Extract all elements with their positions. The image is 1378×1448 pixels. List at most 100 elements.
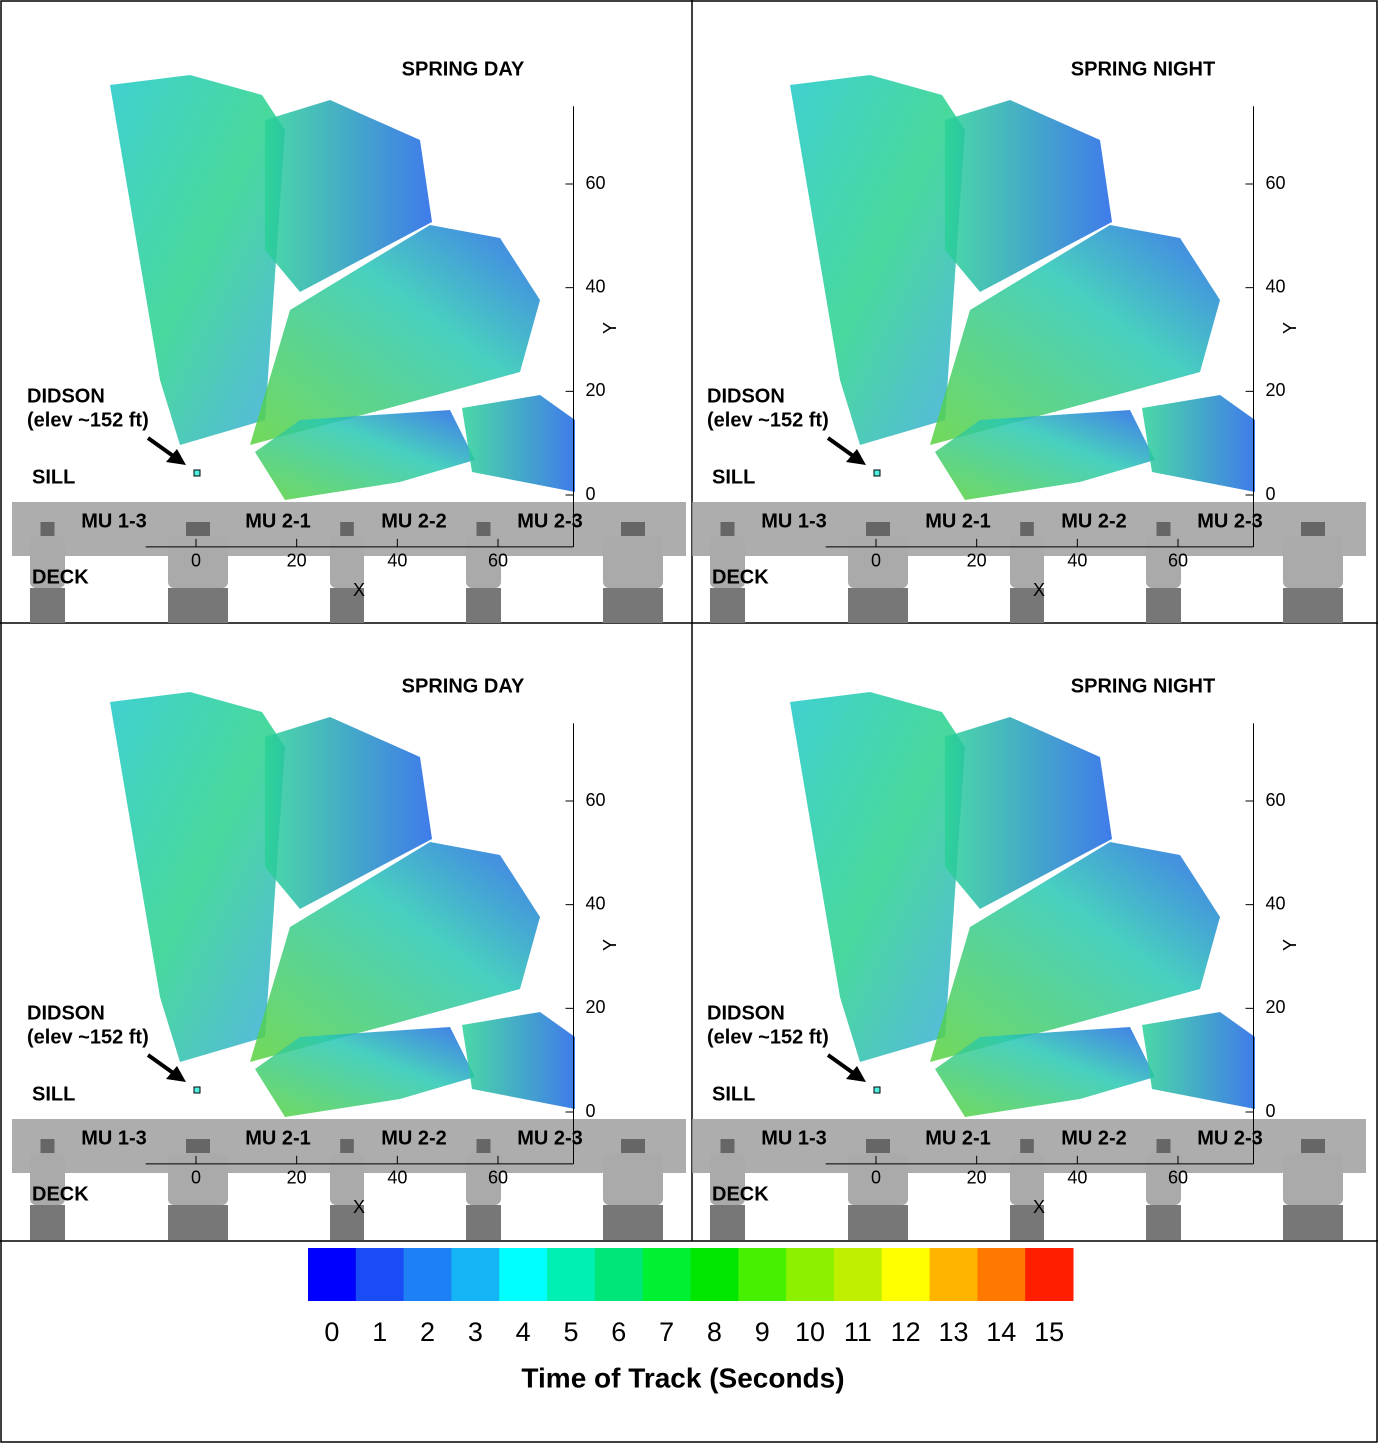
arrow — [826, 436, 858, 460]
color-swatch — [1025, 1248, 1074, 1301]
y-axis-label: Y — [1280, 939, 1300, 951]
pier-cap — [340, 522, 354, 536]
y-tick-label: 0 — [1266, 484, 1276, 504]
track-region — [935, 410, 1155, 500]
y-tick-label: 40 — [586, 893, 606, 913]
color-swatch — [499, 1248, 548, 1301]
colorbar-tick-label: 11 — [844, 1317, 872, 1347]
y-tick-label: 40 — [1266, 893, 1286, 913]
pier — [1010, 536, 1044, 588]
pier — [168, 536, 228, 588]
unit-label: MU 1-3 — [81, 1127, 147, 1149]
y-axis-label: Y — [1280, 322, 1300, 334]
pier-base — [1146, 1205, 1181, 1240]
color-swatch — [929, 1248, 978, 1301]
pier-base — [466, 1205, 501, 1240]
panel: 0 20 40 60 0 20 40 60 Y X SPRING NIGHT DIDSON(elev … — [692, 58, 1366, 623]
x-tick-label: 40 — [387, 551, 407, 571]
colorbar-tick-label: 7 — [659, 1317, 674, 1347]
unit-label: MU 2-1 — [245, 510, 311, 532]
pier-cap — [621, 522, 645, 536]
color-swatch — [977, 1248, 1026, 1301]
pier-base — [603, 1205, 663, 1240]
unit-label: MU 2-2 — [1061, 510, 1127, 532]
track-region — [462, 1012, 575, 1109]
color-swatch — [355, 1248, 405, 1301]
pier-cap — [720, 1139, 735, 1153]
x-tick-label: 20 — [287, 551, 307, 571]
sensor-label: DIDSON — [707, 385, 785, 407]
sill-label: SILL — [32, 466, 75, 488]
pier-cap — [1156, 1139, 1171, 1153]
deck-label: DECK — [32, 1183, 89, 1205]
pier-cap — [1301, 522, 1325, 536]
y-tick-label: 60 — [586, 173, 606, 193]
pier-base — [848, 588, 908, 623]
track-region — [255, 1027, 475, 1117]
pier-cap — [720, 522, 735, 536]
colorbar-title: Time of Track (Seconds) — [521, 1362, 844, 1393]
track-region — [1142, 1012, 1255, 1109]
color-swatch — [642, 1248, 691, 1301]
x-tick-label: 60 — [1168, 551, 1188, 571]
track-region — [265, 100, 432, 292]
y-tick-label: 40 — [586, 276, 606, 296]
pier-base — [168, 588, 228, 623]
pier-base — [710, 1205, 745, 1240]
track-region — [250, 225, 540, 445]
pier — [710, 536, 745, 588]
unit-label: MU 2-3 — [517, 1127, 583, 1149]
pier-cap — [40, 522, 55, 536]
y-tick-label: 20 — [1266, 997, 1286, 1017]
pier — [848, 536, 908, 588]
color-swatch — [547, 1248, 596, 1301]
x-axis-label: X — [353, 580, 365, 600]
pier — [603, 1153, 663, 1205]
unit-label: MU 1-3 — [81, 510, 147, 532]
colorbar-tick-label: 9 — [755, 1317, 770, 1347]
track-region — [790, 75, 965, 445]
pier-cap — [40, 1139, 55, 1153]
y-tick-label: 60 — [1266, 790, 1286, 810]
colorbar-tick-label: 4 — [516, 1317, 531, 1347]
y-axis-label: Y — [600, 939, 620, 951]
pier-cap — [621, 1139, 645, 1153]
pier-cap — [1020, 1139, 1034, 1153]
colorbar-tick-label: 8 — [707, 1317, 722, 1347]
x-tick-label: 40 — [1067, 551, 1087, 571]
y-tick-label: 20 — [1266, 380, 1286, 400]
panel-title: SPRING NIGHT — [1071, 675, 1215, 697]
pier-cap — [340, 1139, 354, 1153]
colorbar-tick-label: 14 — [986, 1317, 1016, 1347]
panel: 0 20 40 60 0 20 40 60 Y X SPRING DAY DIDSON(elev ~1… — [12, 58, 686, 623]
unit-label: MU 2-2 — [381, 1127, 447, 1149]
x-tick-label: 0 — [871, 1168, 881, 1188]
deck-label: DECK — [712, 1183, 769, 1205]
track-region — [935, 1027, 1155, 1117]
elevation-label: (elev ~152 ft) — [707, 1026, 829, 1048]
x-axis-label: X — [1033, 580, 1045, 600]
track-region — [790, 692, 965, 1062]
track-region — [1142, 395, 1255, 492]
color-swatch — [738, 1248, 787, 1301]
track-region — [945, 717, 1112, 909]
pier-base — [710, 588, 745, 623]
colorbar-tick-label: 15 — [1034, 1317, 1064, 1347]
pier — [30, 536, 65, 588]
pier — [848, 1153, 908, 1205]
color-swatch — [594, 1248, 644, 1301]
sensor-marker — [193, 469, 201, 477]
pier-base — [168, 1205, 228, 1240]
x-tick-label: 0 — [871, 551, 881, 571]
pier-base — [1010, 1205, 1044, 1240]
pier-cap — [1020, 522, 1034, 536]
color-swatch — [451, 1248, 500, 1301]
pier-cap — [866, 1139, 890, 1153]
deck-label: DECK — [32, 566, 89, 588]
deck-label: DECK — [712, 566, 769, 588]
pier-cap — [866, 522, 890, 536]
pier-base — [30, 1205, 65, 1240]
y-tick-label: 0 — [1266, 1101, 1276, 1121]
track-region — [110, 75, 285, 445]
color-swatch — [881, 1248, 931, 1301]
